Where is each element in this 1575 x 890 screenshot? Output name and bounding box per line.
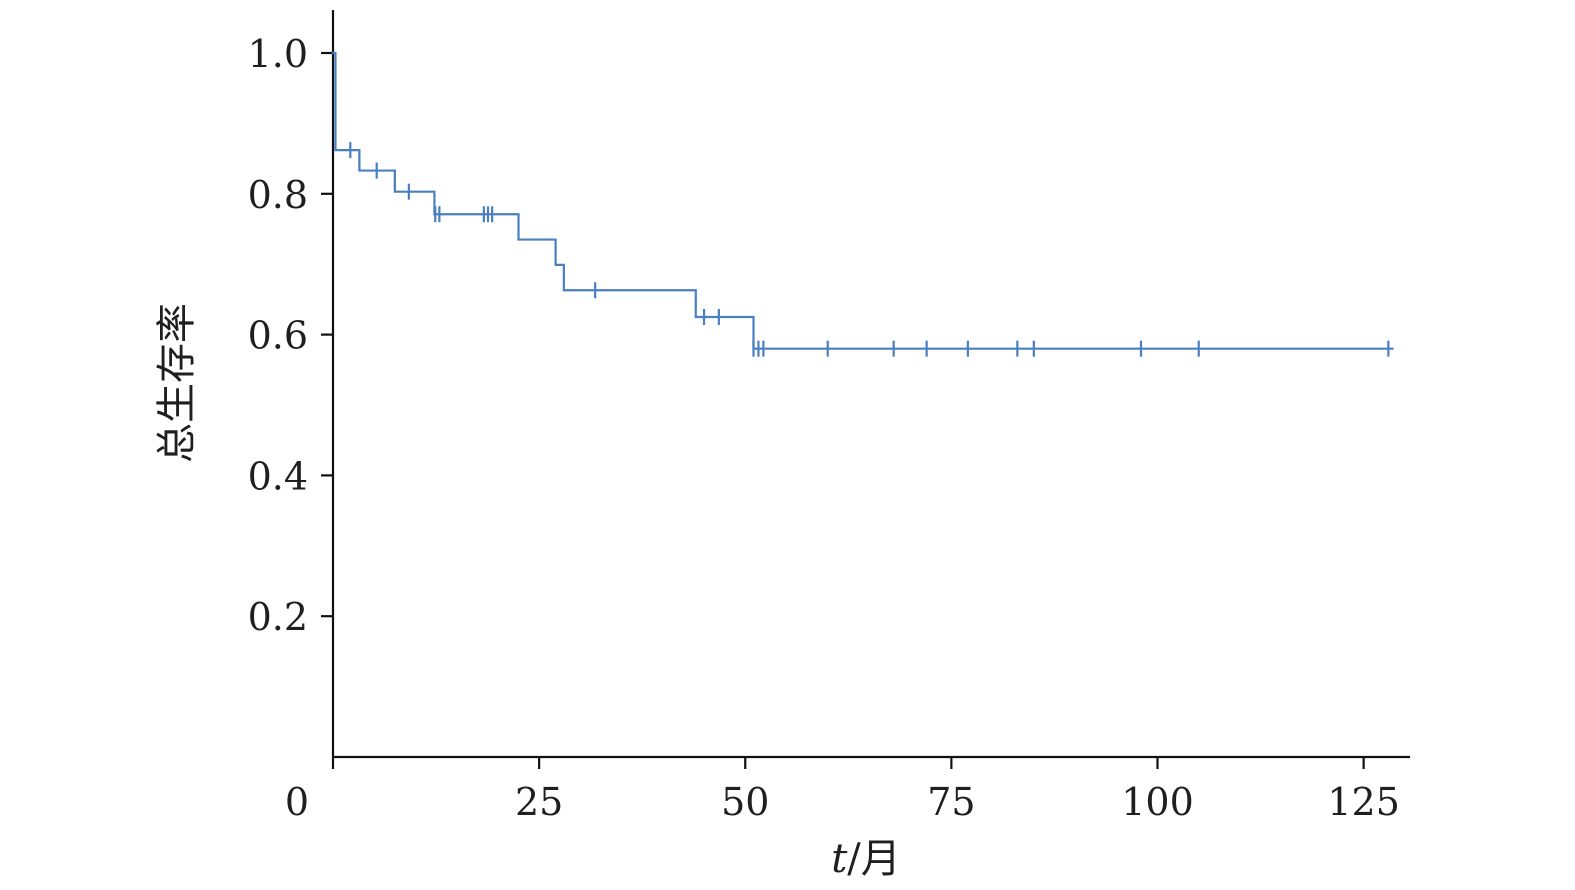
y-tick-label: 0.2 (248, 595, 308, 639)
x-tick-label: 100 (1121, 780, 1194, 824)
y-tick-label: 0.8 (248, 173, 308, 217)
x-tick-label: 75 (927, 780, 975, 824)
x-axis-label-variable: t (831, 836, 848, 882)
y-tick-label: 0.4 (248, 454, 308, 498)
x-axis-label: t/月 (831, 836, 901, 882)
y-tick-label: 0.6 (248, 314, 308, 358)
series-1 (331, 51, 1394, 357)
y-axis-label: 总生存率 (154, 303, 200, 463)
x-tick-label: 25 (515, 780, 563, 824)
x-tick-label: 0 (285, 780, 309, 824)
x-tick-label: 125 (1327, 780, 1400, 824)
x-axis-label-unit: /月 (847, 836, 900, 882)
survival-step-line (331, 51, 1394, 350)
x-tick-label: 50 (721, 780, 769, 824)
axes-group: 0.2 0.4 0.6 0.8 1.0 0 25 50 75 100 125 t/月 总生存率 (154, 10, 1410, 882)
censor-marks (349, 142, 1390, 357)
y-tick-label: 1.0 (248, 32, 308, 76)
